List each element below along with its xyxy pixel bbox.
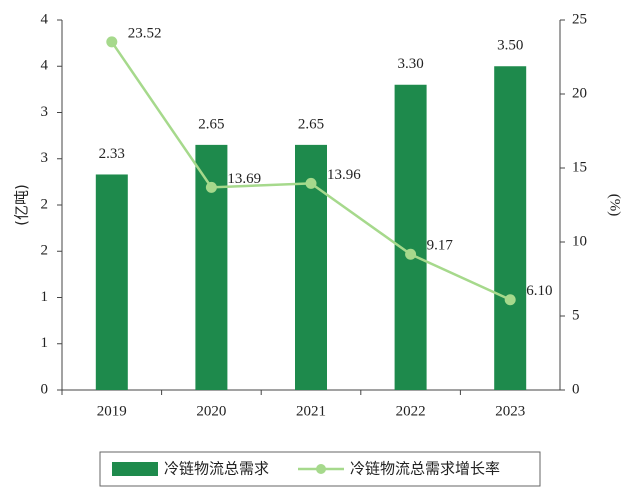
legend-label: 冷链物流总需求增长率 [350, 460, 500, 478]
y-tick-label: 2 [41, 243, 49, 259]
legend-box [99, 451, 541, 487]
legend-swatch [112, 462, 158, 476]
y2-tick-label: 0 [572, 381, 580, 397]
bar [95, 174, 128, 390]
y2-tick-label: 25 [572, 11, 587, 27]
line-value-label: 23.52 [128, 25, 162, 41]
y2-tick-label: 10 [572, 233, 587, 249]
y2-tick-label: 20 [572, 85, 587, 101]
line-value-label: 9.17 [427, 238, 454, 254]
bar-value-label: 2.33 [99, 146, 125, 162]
y-axis-label: (亿吨) [13, 184, 31, 226]
y-tick-label: 2 [41, 196, 49, 212]
bar [494, 66, 527, 390]
bar [195, 144, 228, 390]
x-tick-label: 2022 [396, 403, 426, 419]
y-tick-label: 1 [41, 335, 49, 351]
y2-axis-label: (%) [607, 194, 623, 217]
y2-tick-label: 5 [572, 307, 580, 323]
line-value-label: 13.96 [327, 167, 361, 183]
legend-swatch-marker [316, 464, 326, 474]
y-tick-label: 3 [41, 104, 49, 120]
y-tick-label: 4 [41, 11, 49, 27]
line-point [106, 36, 118, 48]
line-point [504, 294, 516, 306]
y2-tick-label: 15 [572, 159, 587, 175]
line-point [405, 248, 417, 260]
bar-value-label: 3.50 [497, 38, 523, 54]
bar-value-label: 2.65 [298, 116, 324, 132]
bar-value-label: 2.65 [198, 116, 224, 132]
line-value-label: 13.69 [227, 171, 261, 187]
y-tick-label: 1 [41, 289, 49, 305]
x-tick-label: 2023 [495, 403, 525, 419]
y-tick-label: 4 [41, 58, 49, 74]
line-point [205, 181, 217, 193]
y-tick-label: 0 [41, 381, 49, 397]
y-tick-label: 3 [41, 150, 49, 166]
x-tick-label: 2021 [296, 403, 326, 419]
x-tick-label: 2019 [97, 403, 127, 419]
line-value-label: 6.10 [526, 283, 552, 299]
legend-label: 冷链物流总需求 [164, 460, 269, 478]
bar [394, 84, 427, 390]
line-point [305, 177, 317, 189]
bar-value-label: 3.30 [397, 56, 423, 72]
x-tick-label: 2020 [196, 403, 226, 419]
